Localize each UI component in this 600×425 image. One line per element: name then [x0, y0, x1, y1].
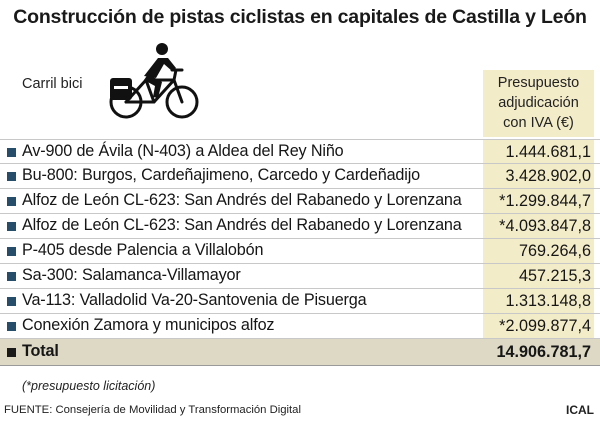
- row-name: Av-900 de Ávila (N-403) a Aldea del Rey …: [22, 142, 344, 160]
- row-amount: 457.215,3: [483, 264, 594, 288]
- bullet-marker: [7, 148, 16, 157]
- budget-header-line-2: adjudicación: [498, 95, 579, 111]
- page-title: Construcción de pistas ciclistas en capi…: [13, 6, 587, 28]
- source-line: FUENTE: Consejería de Movilidad y Transf…: [4, 404, 301, 416]
- bullet-marker: [7, 272, 16, 281]
- bullet-marker: [7, 222, 16, 231]
- table-row: Va-113: Valladolid Va-20-Santovenia de P…: [0, 289, 600, 314]
- budget-table: Av-900 de Ávila (N-403) a Aldea del Rey …: [0, 139, 600, 366]
- row-amount: 1.313.148,8: [483, 289, 594, 313]
- row-amount: 769.264,6: [483, 239, 594, 263]
- row-amount: 3.428.902,0: [483, 164, 594, 188]
- total-label: Total: [22, 342, 59, 360]
- row-name: Bu-800: Burgos, Cardeñajimeno, Carcedo y…: [22, 166, 421, 184]
- total-amount: 14.906.781,7: [483, 339, 594, 365]
- cyclist-icon: [109, 43, 199, 119]
- bullet-marker: [7, 348, 16, 357]
- footnote: (*presupuesto licitación): [22, 379, 156, 393]
- agency-credit: ICAL: [566, 403, 594, 417]
- table-row: Alfoz de León CL-623: San Andrés del Rab…: [0, 214, 600, 239]
- row-name: Alfoz de León CL-623: San Andrés del Rab…: [22, 191, 462, 209]
- row-name: Va-113: Valladolid Va-20-Santovenia de P…: [22, 291, 367, 309]
- row-name: Sa-300: Salamanca-Villamayor: [22, 266, 241, 284]
- bullet-marker: [7, 322, 16, 331]
- table-row: Bu-800: Burgos, Cardeñajimeno, Carcedo y…: [0, 164, 600, 189]
- row-amount: *2.099.877,4: [483, 314, 594, 338]
- budget-header-line-1: Presupuesto: [497, 75, 580, 91]
- row-amount: *4.093.847,8: [483, 214, 594, 238]
- budget-column-header: Presupuesto adjudicación con IVA (€): [483, 70, 594, 137]
- bullet-marker: [7, 197, 16, 206]
- lane-column-label: Carril bici: [22, 76, 83, 92]
- row-name: P-405 desde Palencia a Villalobón: [22, 241, 264, 259]
- budget-header-line-3: con IVA (€): [503, 115, 574, 131]
- row-amount: 1.444.681,1: [483, 140, 594, 163]
- table-row: Alfoz de León CL-623: San Andrés del Rab…: [0, 189, 600, 214]
- row-amount: *1.299.844,7: [483, 189, 594, 213]
- table-row: Av-900 de Ávila (N-403) a Aldea del Rey …: [0, 139, 600, 164]
- total-row: Total 14.906.781,7: [0, 339, 600, 366]
- table-row: Sa-300: Salamanca-Villamayor 457.215,3: [0, 264, 600, 289]
- table-row: Conexión Zamora y municipos alfoz *2.099…: [0, 314, 600, 339]
- row-name: Conexión Zamora y municipos alfoz: [22, 316, 275, 334]
- bullet-marker: [7, 172, 16, 181]
- row-name: Alfoz de León CL-623: San Andrés del Rab…: [22, 216, 462, 234]
- bullet-marker: [7, 247, 16, 256]
- table-row: P-405 desde Palencia a Villalobón 769.26…: [0, 239, 600, 264]
- bullet-marker: [7, 297, 16, 306]
